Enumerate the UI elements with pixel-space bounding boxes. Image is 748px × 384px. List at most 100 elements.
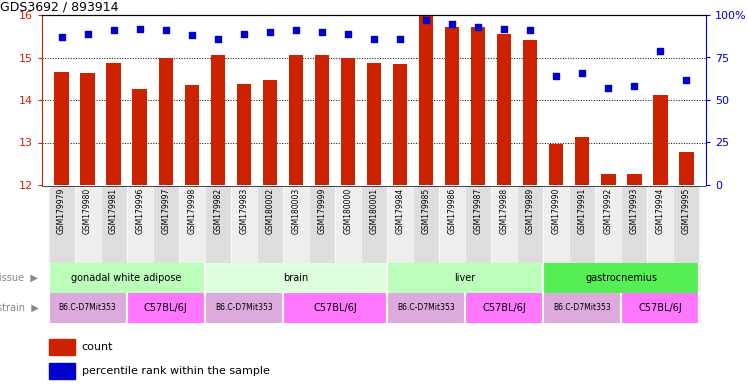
- Bar: [49, 293, 126, 323]
- Bar: [413, 186, 439, 263]
- Bar: [283, 293, 387, 323]
- Text: gonadal white adipose: gonadal white adipose: [72, 273, 182, 283]
- Point: [576, 70, 588, 76]
- Bar: [55, 71, 69, 185]
- Bar: [679, 152, 693, 185]
- Point: [82, 31, 94, 37]
- Point: [134, 25, 146, 31]
- Bar: [335, 186, 361, 263]
- Text: GSM180002: GSM180002: [266, 187, 275, 234]
- Bar: [569, 186, 595, 263]
- Point: [498, 25, 510, 31]
- Text: GSM179997: GSM179997: [161, 187, 171, 234]
- Bar: [628, 174, 642, 185]
- Bar: [387, 186, 413, 263]
- Bar: [653, 95, 668, 185]
- Text: GSM179990: GSM179990: [552, 187, 561, 234]
- Bar: [393, 64, 407, 185]
- Point: [342, 31, 354, 37]
- Bar: [648, 186, 673, 263]
- Text: liver: liver: [455, 273, 476, 283]
- Bar: [622, 186, 648, 263]
- Point: [55, 34, 67, 40]
- Point: [446, 20, 458, 26]
- Point: [420, 17, 432, 23]
- Text: GSM179996: GSM179996: [135, 187, 144, 234]
- Text: B6.C-D7Mit353: B6.C-D7Mit353: [397, 303, 455, 313]
- Text: C57BL/6J: C57BL/6J: [639, 303, 682, 313]
- Bar: [471, 27, 485, 185]
- Text: GSM179988: GSM179988: [500, 187, 509, 234]
- Text: GSM179986: GSM179986: [447, 187, 456, 234]
- Text: percentile rank within the sample: percentile rank within the sample: [82, 366, 270, 376]
- Point: [394, 36, 406, 42]
- Bar: [211, 55, 225, 185]
- Bar: [185, 85, 199, 185]
- Text: GSM179989: GSM179989: [526, 187, 535, 234]
- Bar: [106, 63, 120, 185]
- Bar: [465, 293, 543, 323]
- Bar: [132, 89, 147, 185]
- Point: [524, 27, 536, 33]
- Text: gastrocnemius: gastrocnemius: [586, 273, 657, 283]
- Text: GSM179998: GSM179998: [187, 187, 196, 234]
- Text: tissue  ▶: tissue ▶: [0, 273, 38, 283]
- Text: GSM180000: GSM180000: [343, 187, 352, 234]
- Point: [681, 76, 693, 83]
- Bar: [231, 186, 257, 263]
- Text: strain  ▶: strain ▶: [0, 303, 38, 313]
- Text: GDS3692 / 893914: GDS3692 / 893914: [0, 1, 118, 14]
- Bar: [595, 186, 622, 263]
- Point: [368, 36, 380, 42]
- Text: C57BL/6J: C57BL/6J: [313, 303, 357, 313]
- Text: GSM179999: GSM179999: [317, 187, 326, 234]
- Text: C57BL/6J: C57BL/6J: [144, 303, 188, 313]
- Bar: [445, 27, 459, 185]
- Text: GSM179985: GSM179985: [422, 187, 431, 234]
- Bar: [205, 186, 231, 263]
- Bar: [283, 186, 309, 263]
- Bar: [257, 186, 283, 263]
- Bar: [315, 55, 329, 185]
- Text: GSM179980: GSM179980: [83, 187, 92, 234]
- Text: GSM179987: GSM179987: [473, 187, 482, 234]
- Bar: [126, 293, 205, 323]
- Bar: [387, 263, 543, 293]
- Text: B6.C-D7Mit353: B6.C-D7Mit353: [215, 303, 273, 313]
- Bar: [497, 34, 512, 185]
- Text: GSM180003: GSM180003: [292, 187, 301, 234]
- Bar: [205, 293, 283, 323]
- Bar: [309, 186, 335, 263]
- Bar: [159, 58, 173, 185]
- Text: GSM179993: GSM179993: [630, 187, 639, 234]
- Bar: [517, 186, 543, 263]
- Text: GSM179979: GSM179979: [57, 187, 66, 234]
- Text: C57BL/6J: C57BL/6J: [482, 303, 526, 313]
- Bar: [367, 63, 381, 185]
- Bar: [549, 144, 563, 185]
- Bar: [491, 186, 517, 263]
- Bar: [126, 186, 153, 263]
- Bar: [387, 293, 465, 323]
- Bar: [465, 186, 491, 263]
- Bar: [543, 293, 622, 323]
- Bar: [179, 186, 205, 263]
- Point: [316, 29, 328, 35]
- Bar: [205, 263, 387, 293]
- Bar: [75, 186, 100, 263]
- Bar: [153, 186, 179, 263]
- Bar: [236, 84, 251, 185]
- Text: B6.C-D7Mit353: B6.C-D7Mit353: [58, 303, 117, 313]
- Bar: [49, 186, 75, 263]
- Point: [186, 32, 197, 38]
- Point: [654, 48, 666, 54]
- Bar: [601, 174, 616, 185]
- Text: B6.C-D7Mit353: B6.C-D7Mit353: [554, 303, 611, 313]
- Bar: [523, 40, 537, 185]
- Point: [238, 31, 250, 37]
- Bar: [575, 137, 589, 185]
- Bar: [263, 79, 277, 185]
- Bar: [439, 186, 465, 263]
- Point: [108, 27, 120, 33]
- Text: GSM179992: GSM179992: [604, 187, 613, 234]
